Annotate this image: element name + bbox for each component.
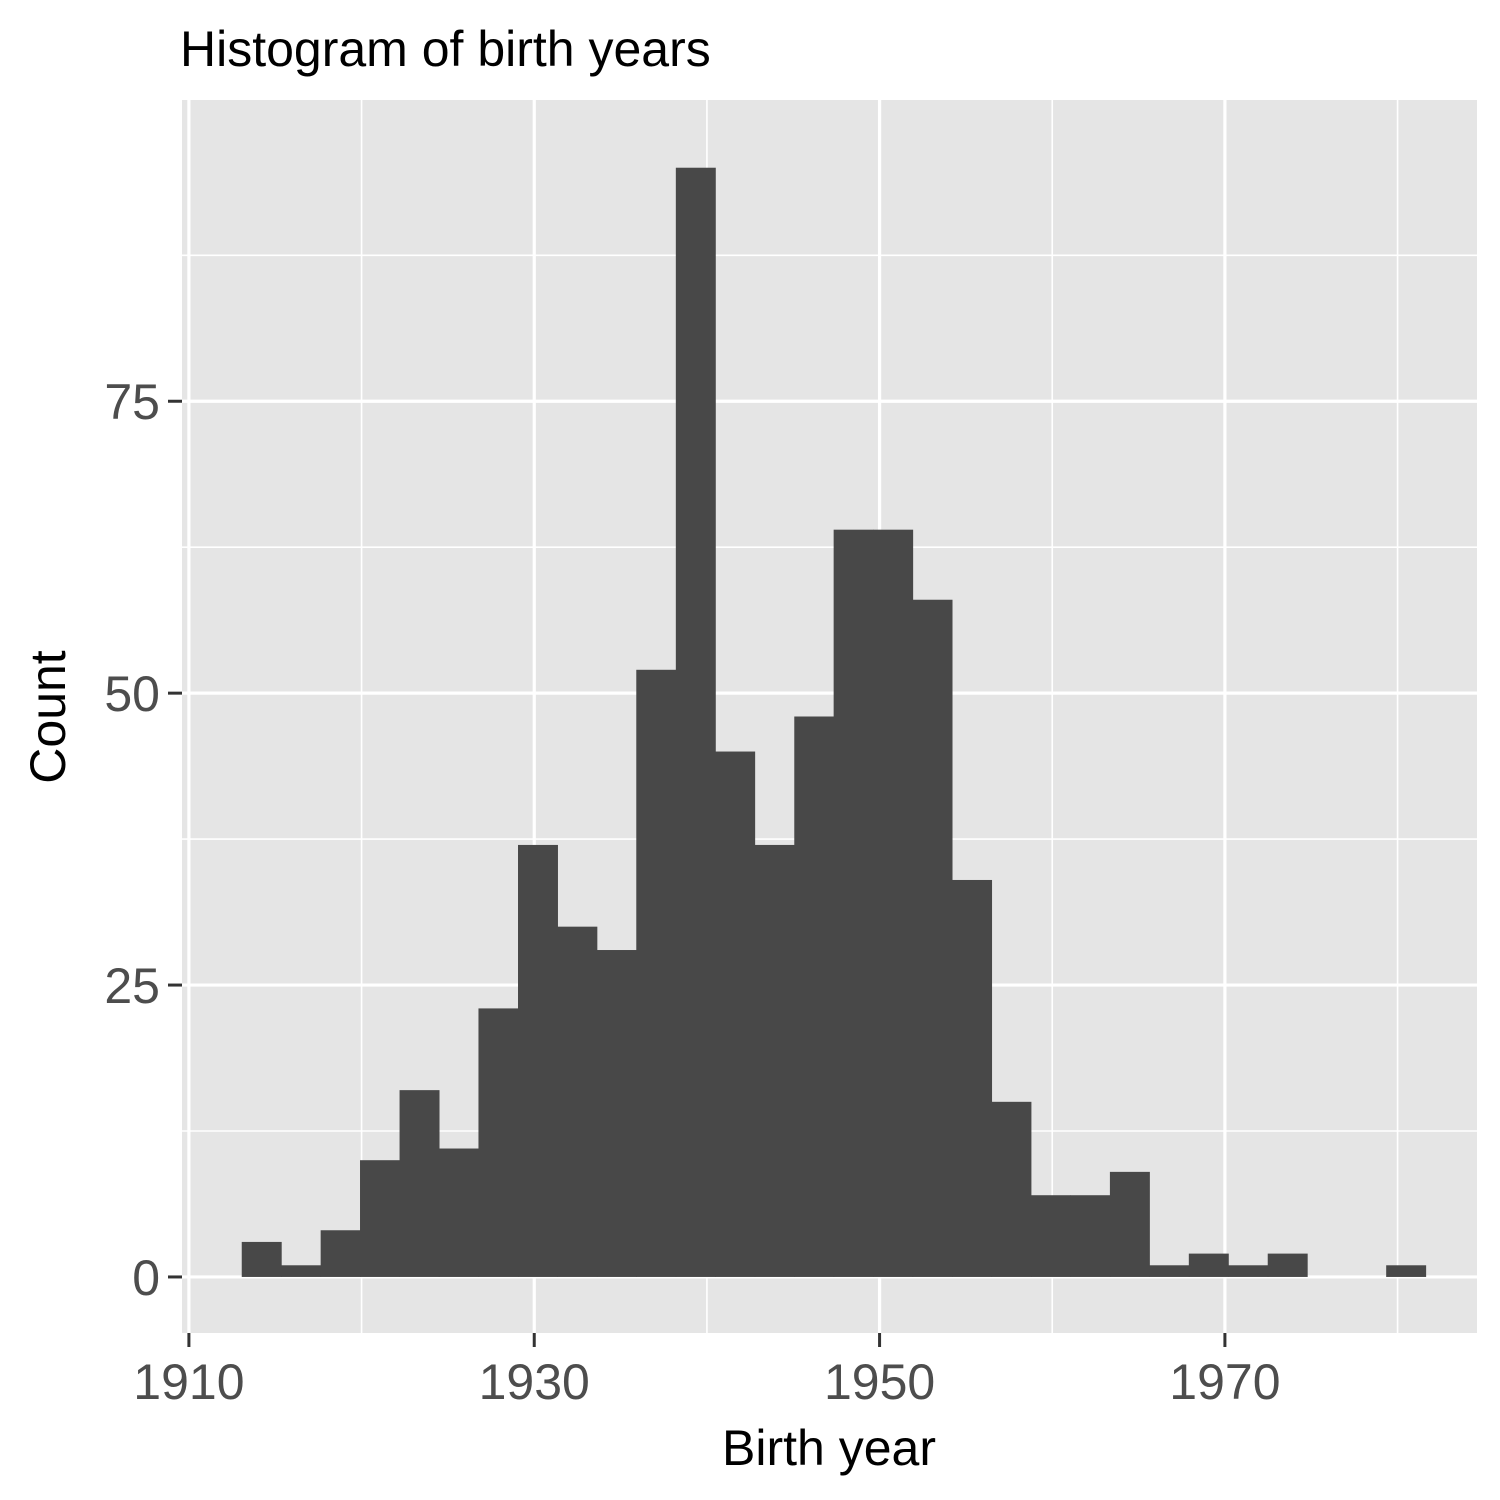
histogram-bar bbox=[1228, 1265, 1269, 1277]
chart-title: Histogram of birth years bbox=[180, 21, 711, 77]
histogram-bar bbox=[399, 1090, 440, 1277]
histogram-bar bbox=[754, 844, 795, 1277]
histogram-bar bbox=[912, 599, 953, 1277]
y-tick-label: 0 bbox=[132, 1250, 160, 1306]
x-tick-label: 1910 bbox=[133, 1354, 244, 1410]
histogram-bar bbox=[1109, 1171, 1150, 1277]
histogram-bar bbox=[518, 844, 558, 1277]
y-axis-title: Count bbox=[20, 650, 76, 784]
histogram-bar bbox=[557, 926, 598, 1277]
histogram-bar bbox=[952, 879, 993, 1277]
histogram-bar bbox=[281, 1265, 322, 1277]
x-tick-label: 1930 bbox=[479, 1354, 590, 1410]
histogram-bar bbox=[675, 167, 716, 1277]
histogram-bar bbox=[794, 716, 835, 1277]
histogram-bar bbox=[1386, 1265, 1427, 1277]
y-tick-label: 75 bbox=[104, 374, 160, 430]
histogram-bar bbox=[991, 1101, 1032, 1277]
histogram-bar bbox=[1267, 1253, 1308, 1277]
histogram-bar bbox=[241, 1241, 282, 1277]
histogram-bars bbox=[241, 167, 1427, 1277]
histogram-bar bbox=[438, 1148, 479, 1277]
histogram-bar bbox=[1031, 1195, 1071, 1277]
histogram-bar bbox=[1188, 1253, 1229, 1277]
histogram-bar bbox=[478, 1008, 519, 1277]
histogram-bar bbox=[1070, 1195, 1111, 1277]
x-axis-title: Birth year bbox=[722, 1420, 936, 1476]
x-tick-label: 1950 bbox=[824, 1354, 935, 1410]
histogram-bar bbox=[873, 529, 914, 1277]
histogram-bar bbox=[360, 1160, 400, 1277]
y-tick-label: 25 bbox=[104, 958, 160, 1014]
histogram-bar bbox=[715, 751, 756, 1277]
histogram-bar bbox=[596, 950, 637, 1277]
histogram-bar bbox=[1149, 1265, 1190, 1277]
y-axis: 0 25 50 75 bbox=[104, 374, 182, 1306]
histogram-bar bbox=[636, 669, 677, 1277]
x-axis: 1910 1930 1950 1970 bbox=[133, 1333, 1281, 1410]
histogram-bar bbox=[320, 1230, 361, 1277]
x-tick-label: 1970 bbox=[1169, 1354, 1280, 1410]
histogram-bar bbox=[833, 529, 874, 1277]
y-tick-label: 50 bbox=[104, 666, 160, 722]
